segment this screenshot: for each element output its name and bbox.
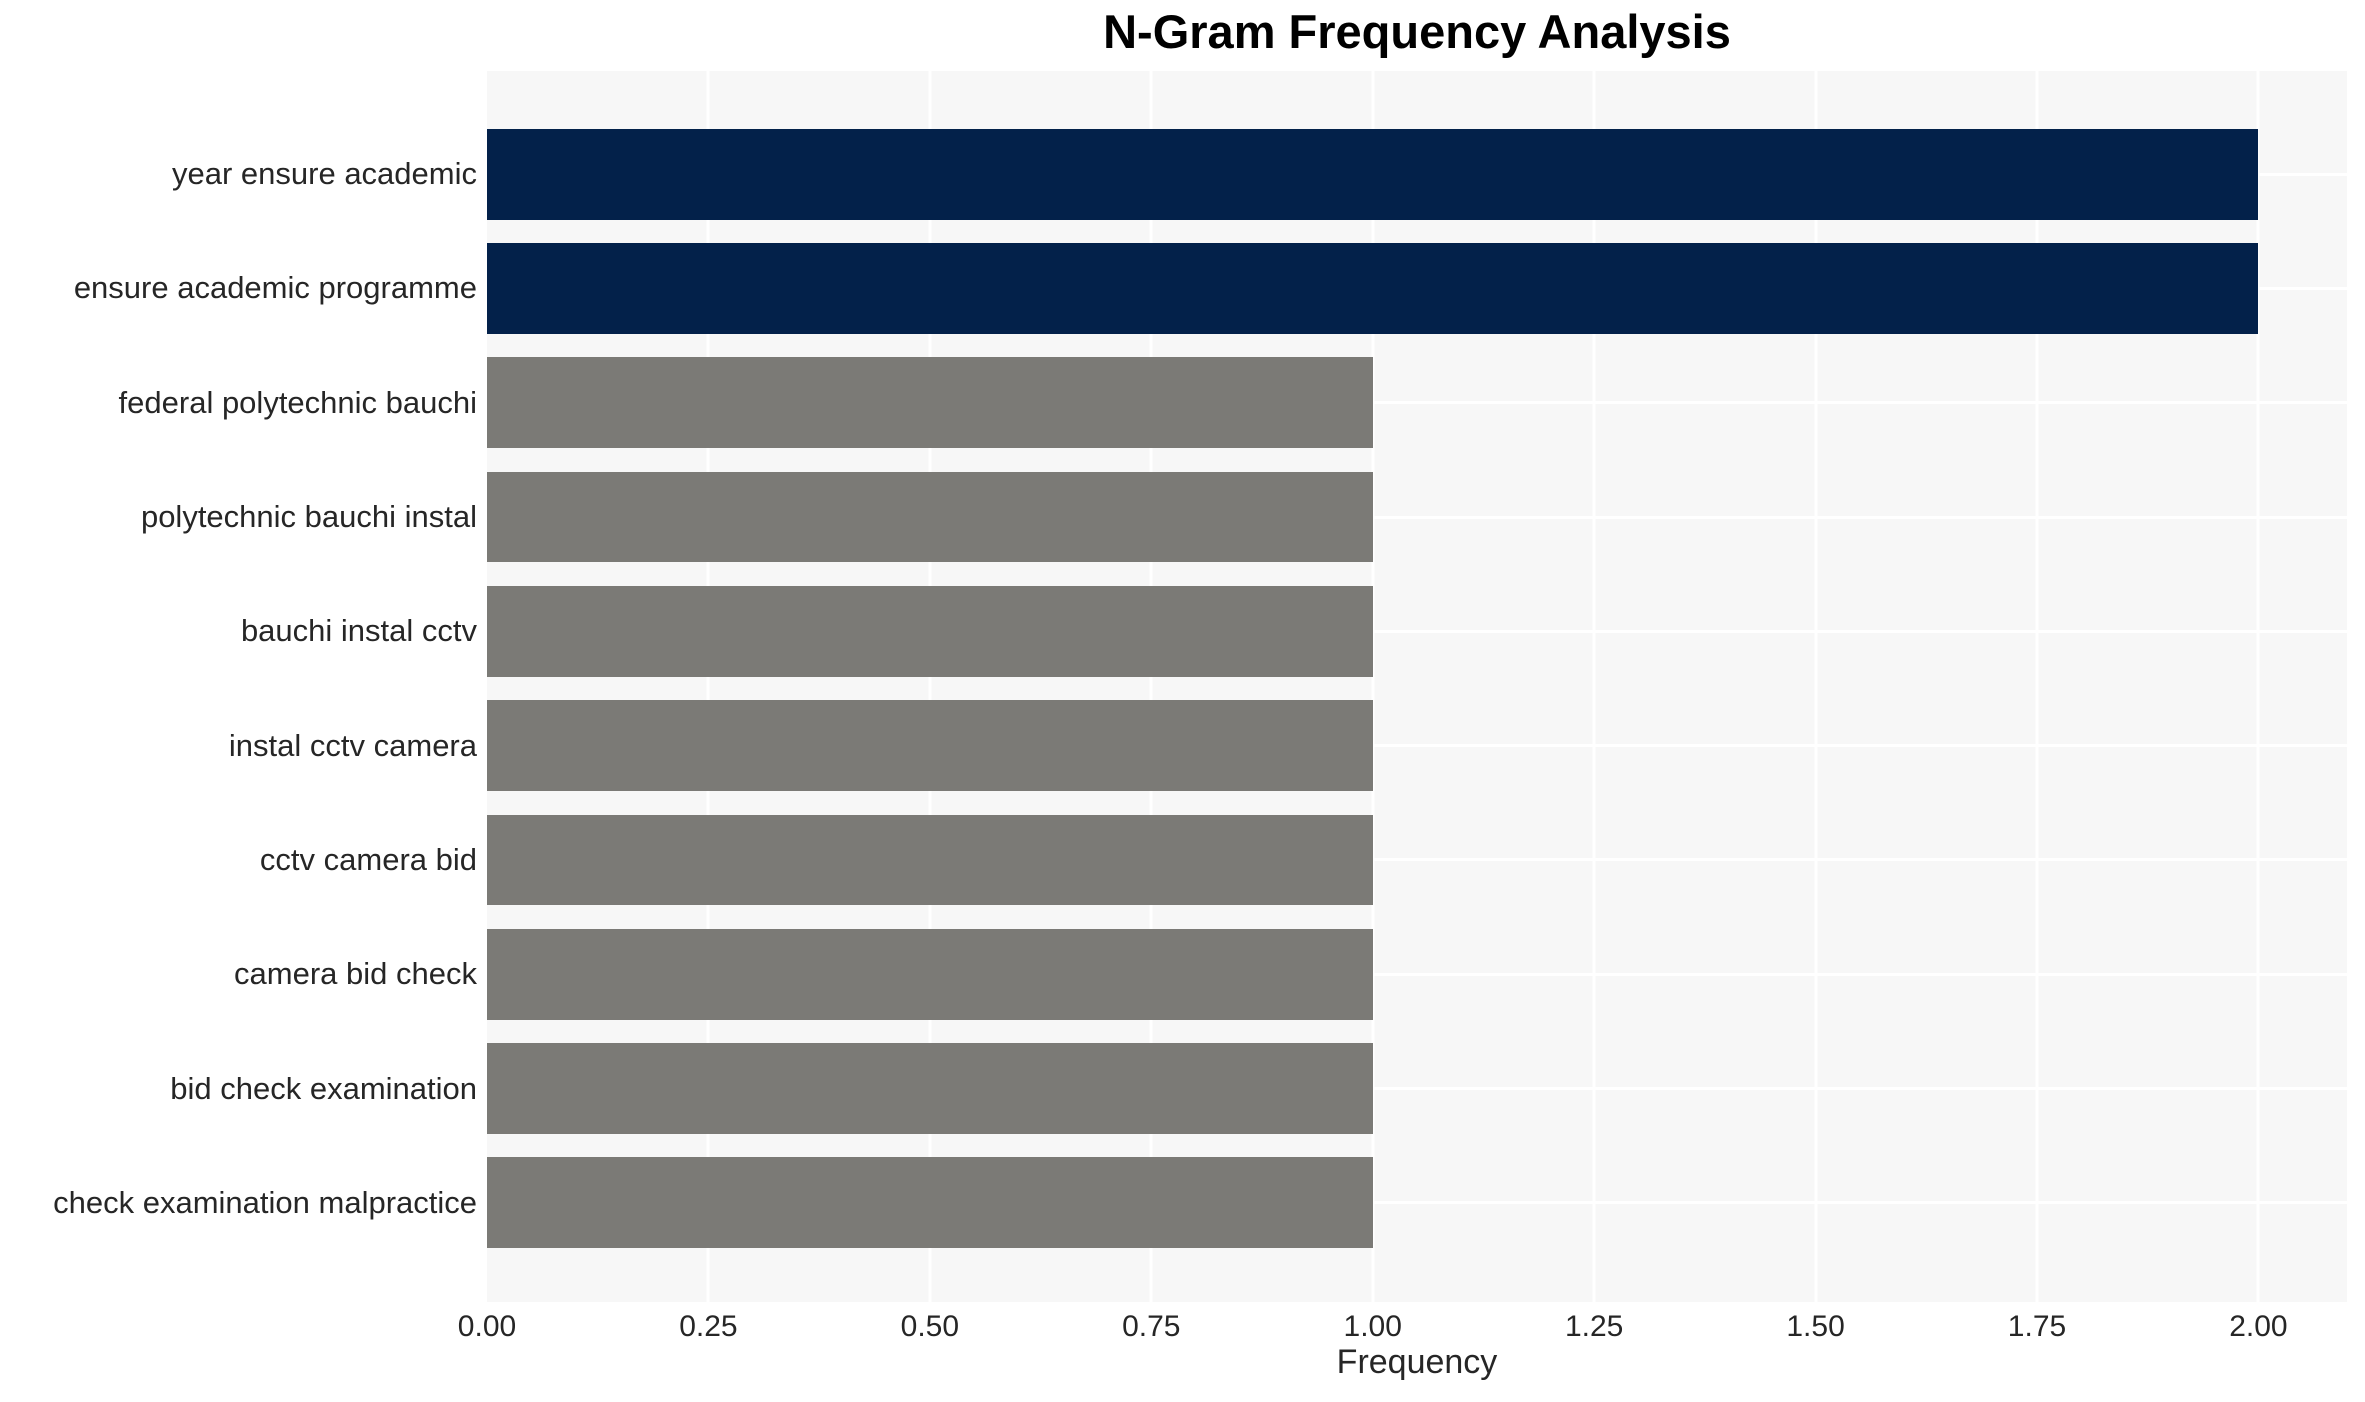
horizontal-gridline [487, 629, 2347, 633]
y-axis: year ensure academic ensure academic prog… [0, 71, 487, 1302]
bar-row [487, 231, 2347, 345]
frequency-bar [487, 700, 1373, 792]
y-axis-label: year ensure academic [172, 156, 477, 192]
bar-row [487, 117, 2347, 231]
x-tick-label: 0.25 [679, 1310, 738, 1343]
x-axis-ticks: 0.00 0.25 0.50 0.75 1.00 1.25 1.50 1.75 2.00 [458, 1310, 2347, 1348]
x-tick-label: 2.00 [2229, 1310, 2288, 1343]
chart-title: N-Gram Frequency Analysis [1103, 5, 1731, 58]
horizontal-gridline [487, 515, 2347, 519]
y-axis-label: bauchi instal cctv [240, 613, 477, 649]
y-axis-label: federal polytechnic bauchi [118, 384, 477, 420]
bar-row [487, 346, 2347, 460]
bar-row [487, 1146, 2347, 1260]
y-axis-label: check examination malpractice [53, 1184, 477, 1220]
bar-row [487, 917, 2347, 1031]
frequency-bar [487, 357, 1373, 449]
y-axis-label: polytechnic bauchi instal [140, 499, 477, 535]
x-tick-label: 0.00 [457, 1310, 517, 1343]
frequency-bar [487, 128, 2259, 220]
x-tick-label: 1.50 [1786, 1310, 1845, 1343]
vertical-gridline [1371, 71, 1375, 1302]
vertical-gridline [1814, 71, 1818, 1302]
x-axis-label: Frequency [1336, 1343, 1498, 1381]
horizontal-gridline [487, 744, 2347, 748]
frequency-bar [487, 814, 1373, 906]
y-axis-labels: year ensure academic ensure academic prog… [0, 117, 487, 1260]
bar-row [487, 688, 2347, 802]
frequency-bar [487, 1157, 1373, 1249]
vertical-gridline [1149, 71, 1153, 1302]
bar-rows [487, 117, 2347, 1260]
frequency-bar [487, 928, 1373, 1020]
horizontal-gridline [487, 858, 2347, 862]
horizontal-gridline [487, 1201, 2347, 1205]
y-axis-label: bid check examination [170, 1070, 477, 1106]
vertical-gridline [706, 71, 710, 1302]
x-tick-label: 1.25 [1564, 1310, 1624, 1343]
frequency-bar [487, 471, 1373, 563]
x-tick-label: 1.75 [2007, 1310, 2067, 1343]
bar-row [487, 1031, 2347, 1145]
bar-row [487, 460, 2347, 574]
y-axis-label: cctv camera bid [259, 841, 477, 877]
frequency-bar [487, 585, 1373, 677]
frequency-bar [487, 243, 2259, 334]
y-axis-label: camera bid check [234, 956, 477, 992]
x-tick-label: 0.75 [1122, 1310, 1181, 1343]
bar-row [487, 803, 2347, 917]
y-axis-label: instal cctv camera [228, 727, 477, 763]
vertical-gridline [1592, 71, 1596, 1302]
vertical-gridline [928, 71, 932, 1302]
horizontal-gridline [487, 401, 2347, 405]
x-tick-label: 1.00 [1343, 1310, 1402, 1343]
frequency-bar [487, 1043, 1373, 1134]
horizontal-gridline [487, 1087, 2347, 1091]
horizontal-gridline [487, 972, 2347, 976]
gridline-layer [487, 71, 2347, 1302]
x-tick-label: 0.50 [900, 1310, 960, 1343]
plot-area [487, 71, 2347, 1302]
bar-row [487, 574, 2347, 688]
vertical-gridline [2035, 71, 2039, 1302]
vertical-gridline [2256, 71, 2260, 1302]
y-axis-label: ensure academic programme [73, 270, 477, 306]
